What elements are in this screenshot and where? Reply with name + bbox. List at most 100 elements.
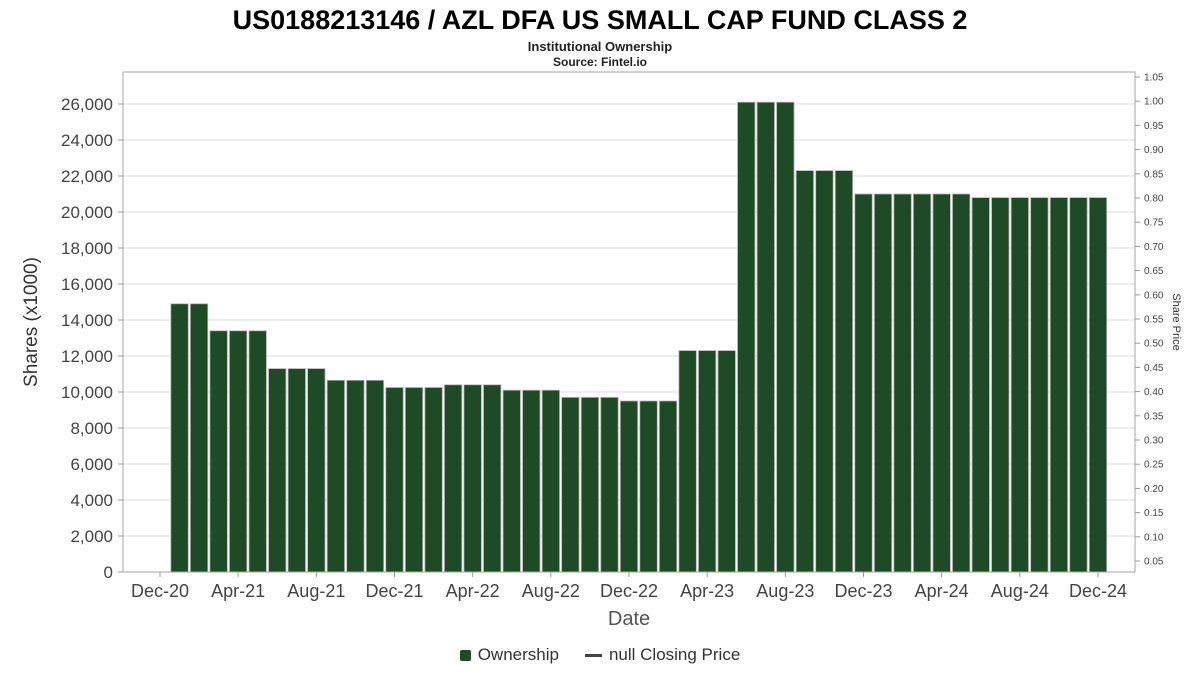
axis-tick-label: Apr-21	[211, 581, 265, 601]
bar-Dec-22[interactable]	[619, 400, 639, 573]
chart-title: US0188213146 / AZL DFA US SMALL CAP FUND…	[232, 5, 968, 35]
axis-tick-label: 24,000	[61, 131, 113, 150]
bar-Jun-22[interactable]	[502, 389, 521, 573]
axis-tick-label: Dec-23	[834, 581, 892, 601]
bar-Jul-21[interactable]	[287, 368, 306, 573]
bar-Oct-24[interactable]	[1049, 197, 1069, 573]
bar-Apr-24[interactable]	[932, 193, 951, 573]
bar-Jul-23[interactable]	[756, 101, 775, 573]
x-axis-title: Date	[607, 608, 651, 630]
axis-tick-label: 20,000	[61, 203, 113, 222]
axis-tick-label: Aug-24	[991, 581, 1049, 601]
axis-tick-label: 8,000	[70, 419, 113, 438]
bar-Nov-23[interactable]	[834, 170, 854, 573]
bar-Apr-21[interactable]	[229, 330, 248, 573]
bar-Aug-24[interactable]	[1010, 197, 1029, 573]
legend-item-closing-price[interactable]: null Closing Price	[584, 645, 741, 665]
axis-tick-label: 16,000	[61, 275, 113, 294]
bar-Nov-21[interactable]	[365, 379, 385, 573]
bar-Jan-22[interactable]	[404, 387, 424, 573]
bar-Dec-23[interactable]	[854, 193, 873, 573]
bar-Jan-24[interactable]	[873, 193, 893, 573]
legend-label-ownership: Ownership	[477, 645, 559, 664]
axis-tick-label: 0.60	[1144, 290, 1164, 301]
y-axis-right-title: Share Price	[1170, 293, 1182, 351]
chart-source: Source: Fintel.io	[552, 55, 647, 69]
bar-Feb-24[interactable]	[893, 193, 912, 573]
bar-Feb-21[interactable]	[189, 303, 209, 573]
axis-tick-label: 0.10	[1144, 532, 1164, 543]
closing-price-series-marker-icon	[584, 653, 602, 657]
chart-header: US0188213146 / AZL DFA US SMALL CAP FUND…	[0, 4, 1200, 70]
bar-Aug-22[interactable]	[541, 389, 560, 573]
bar-Mar-22[interactable]	[444, 384, 463, 573]
axis-tick-label: 2,000	[70, 527, 113, 546]
bar-Aug-23[interactable]	[776, 101, 795, 573]
bar-Jun-21[interactable]	[268, 368, 287, 573]
chart-subtitle: Institutional Ownership	[527, 39, 673, 54]
bar-Sep-22[interactable]	[561, 396, 580, 573]
legend-item-ownership[interactable]: Ownership	[459, 645, 559, 665]
axis-tick-label: 10,000	[61, 383, 113, 402]
axis-tick-label: 1.05	[1144, 73, 1164, 84]
axis-tick-label: Aug-23	[756, 581, 814, 601]
ownership-series-marker-icon	[459, 649, 471, 661]
bar-Dec-24[interactable]	[1088, 197, 1108, 573]
bar-Jan-21[interactable]	[170, 303, 189, 573]
axis-tick-label: Apr-22	[446, 581, 500, 601]
axis-tick-label: 0.15	[1144, 508, 1164, 519]
bar-May-24[interactable]	[952, 193, 971, 573]
axis-tick-label: 14,000	[61, 311, 113, 330]
bar-Dec-21[interactable]	[385, 387, 404, 573]
axis-tick-label: 0.40	[1144, 387, 1164, 398]
bar-Mar-21[interactable]	[209, 330, 228, 573]
axis-tick-label: 0.90	[1144, 145, 1164, 156]
bar-Feb-22[interactable]	[424, 387, 443, 573]
axis-tick-label: Apr-24	[915, 581, 969, 601]
axis-tick-label: 0.25	[1144, 460, 1164, 471]
axis-tick-label: 22,000	[61, 167, 113, 186]
bar-Apr-23[interactable]	[698, 350, 717, 573]
bar-May-22[interactable]	[483, 384, 502, 573]
axis-tick-label: 0.45	[1144, 363, 1164, 374]
bar-Sep-21[interactable]	[326, 379, 345, 573]
axis-tick-label: Dec-20	[131, 581, 189, 601]
axis-tick-label: Dec-24	[1069, 581, 1127, 601]
bar-Mar-23[interactable]	[678, 350, 697, 573]
axis-tick-label: 0.35	[1144, 411, 1164, 422]
bar-Sep-23[interactable]	[795, 170, 814, 573]
axis-tick-label: 1.00	[1144, 97, 1164, 108]
bar-Feb-23[interactable]	[658, 400, 678, 573]
axis-tick-label: 12,000	[61, 347, 113, 366]
bar-Jan-23[interactable]	[639, 400, 658, 573]
bar-Jun-23[interactable]	[737, 101, 756, 573]
axis-tick-label: 0.85	[1144, 169, 1164, 180]
bar-Oct-22[interactable]	[580, 396, 600, 573]
bar-Apr-22[interactable]	[463, 384, 482, 573]
axis-tick-label: 0.50	[1144, 339, 1164, 350]
axis-tick-label: 0.70	[1144, 242, 1164, 253]
bar-May-21[interactable]	[248, 330, 267, 573]
bar-Mar-24[interactable]	[913, 193, 932, 573]
axis-tick-label: 0.65	[1144, 266, 1164, 277]
axis-tick-label: Apr-23	[680, 581, 734, 601]
axis-tick-label: Dec-22	[600, 581, 658, 601]
bar-May-23[interactable]	[717, 350, 736, 573]
axis-tick-label: 0.95	[1144, 121, 1164, 132]
bar-Jul-24[interactable]	[991, 197, 1010, 573]
y-axis-left-title: Shares (x1000)	[21, 257, 42, 387]
chart-legend: Ownership null Closing Price	[0, 645, 1200, 665]
bar-Nov-22[interactable]	[600, 396, 619, 573]
bar-Sep-24[interactable]	[1030, 197, 1049, 573]
legend-label-closing-price: null Closing Price	[608, 645, 741, 664]
bar-Aug-21[interactable]	[307, 368, 326, 573]
bar-Jul-22[interactable]	[522, 389, 541, 573]
axis-tick-label: Dec-21	[365, 581, 423, 601]
bar-Jun-24[interactable]	[971, 197, 990, 573]
bar-Nov-24[interactable]	[1069, 197, 1088, 573]
bar-Oct-23[interactable]	[815, 170, 834, 573]
axis-tick-label: 0.80	[1144, 194, 1164, 205]
axis-tick-label: 0.55	[1144, 315, 1164, 326]
axis-tick-label: 0.20	[1144, 484, 1164, 495]
bar-Oct-21[interactable]	[346, 379, 365, 573]
